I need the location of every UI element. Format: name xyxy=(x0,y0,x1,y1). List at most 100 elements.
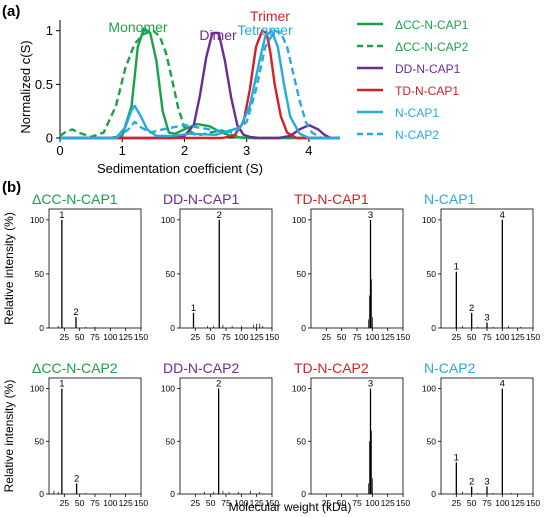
x-tick-label: 100 xyxy=(495,498,509,508)
x-tick-label: 25 xyxy=(452,498,462,508)
y-tick-label: 100 xyxy=(292,215,306,225)
x-tick-label: 125 xyxy=(511,498,525,508)
legend-label-2: DD-N-CAP1 xyxy=(395,62,461,76)
x-tick-label: 25 xyxy=(452,332,462,342)
x-tick-label: 75 xyxy=(482,332,492,342)
x-tick-label: 25 xyxy=(60,332,70,342)
peak-label-tetramer: Tetramer xyxy=(237,22,293,38)
x-tick-label: 50 xyxy=(467,498,477,508)
x-tick-label: 50 xyxy=(206,332,216,342)
x-tick-label: 75 xyxy=(221,498,231,508)
x-tick-label: 25 xyxy=(322,498,332,508)
x-tick-label: 100 xyxy=(365,332,379,342)
y-tick-label: 0 xyxy=(431,323,436,333)
x-tick-label: 125 xyxy=(250,498,264,508)
x-tick-label: 100 xyxy=(103,332,117,342)
x-tick-label: 150 xyxy=(526,332,540,342)
y-tick-label: 0.5 xyxy=(35,77,53,92)
spectrum-frame xyxy=(48,377,142,495)
x-tick-label: 3 xyxy=(243,143,250,158)
peak-number-label: 4 xyxy=(500,379,505,390)
x-tick-label: 125 xyxy=(511,332,525,342)
series-line-4 xyxy=(60,29,340,140)
x-tick-label: 125 xyxy=(250,332,264,342)
x-tick-label: 125 xyxy=(119,498,133,508)
y-tick-label: 50 xyxy=(35,436,45,446)
y-tick-label: 50 xyxy=(427,269,437,279)
peak-number-label: 3 xyxy=(484,477,489,488)
series-line-0 xyxy=(60,27,340,140)
x-tick-label: 150 xyxy=(265,498,279,508)
spectrum-frame xyxy=(179,377,273,495)
y-tick-label: 50 xyxy=(297,436,307,446)
panel-a-label: (a) xyxy=(2,3,20,20)
legend-label-1: ΔCC-N-CAP2 xyxy=(395,40,469,54)
x-tick-label: 150 xyxy=(265,332,279,342)
y-tick-label: 0 xyxy=(39,489,44,499)
legend-label-5: N-CAP2 xyxy=(395,128,439,142)
y-tick-label: 0 xyxy=(301,489,306,499)
y-tick-label: 100 xyxy=(30,384,44,394)
x-tick-label: 100 xyxy=(495,332,509,342)
series-line-1 xyxy=(59,29,340,140)
peak-number-label: 4 xyxy=(500,210,505,221)
peak-number-label: 2 xyxy=(73,307,78,318)
peak-number-label: 1 xyxy=(454,262,459,273)
y-tick-label: 0 xyxy=(301,323,306,333)
sedimentation-chart: 0 1 2 3 4 0 0.5 1 Sedimentation coefficient (S) N… xyxy=(18,8,469,176)
y-tick-label: 0 xyxy=(170,323,175,333)
x-tick-label: 125 xyxy=(119,332,133,342)
x-tick-label: 75 xyxy=(352,332,362,342)
y-tick-label: 50 xyxy=(166,436,176,446)
spectrum-frame xyxy=(310,377,404,495)
x-tick-label: 125 xyxy=(381,332,395,342)
y-tick-label: 100 xyxy=(30,215,44,225)
x-tick-label: 100 xyxy=(365,498,379,508)
legend-label-4: N-CAP1 xyxy=(395,106,439,120)
spectrum-frame xyxy=(48,208,142,329)
y-tick-label: 50 xyxy=(166,269,176,279)
spectrum-title: TD-N-CAP2 xyxy=(294,360,369,376)
peak-number-label: 2 xyxy=(217,210,222,221)
y-tick-label: 0 xyxy=(46,131,53,146)
peak-number-label: 2 xyxy=(74,473,79,484)
x-tick-label: 25 xyxy=(191,498,201,508)
x-tick-label: 150 xyxy=(526,498,540,508)
x-tick-label: 2 xyxy=(181,143,188,158)
peak-number-label: 1 xyxy=(191,303,196,314)
x-tick-label: 1 xyxy=(119,143,126,158)
y-tick-label: 50 xyxy=(427,436,437,446)
y-tick-label: 100 xyxy=(161,384,175,394)
spectrum-title: N-CAP1 xyxy=(424,191,476,207)
shared-x-axis-title: Molecular weight (kDa) xyxy=(229,500,352,514)
x-tick-label: 100 xyxy=(103,498,117,508)
x-tick-label: 50 xyxy=(75,498,85,508)
peak-number-label: 3 xyxy=(368,210,373,221)
y-tick-label: 100 xyxy=(292,384,306,394)
x-tick-label: 25 xyxy=(191,332,201,342)
peak-number-label: 1 xyxy=(59,379,64,390)
x-tick-label: 50 xyxy=(467,332,477,342)
peak-number-label: 2 xyxy=(469,477,474,488)
x-tick-label: 50 xyxy=(75,332,85,342)
spectrum-frame xyxy=(310,208,404,329)
legend-label-3: TD-N-CAP1 xyxy=(395,84,459,98)
x-tick-label: 75 xyxy=(221,332,231,342)
x-tick-label: 75 xyxy=(90,498,100,508)
spectrum-title: TD-N-CAP1 xyxy=(294,191,369,207)
series-line-3 xyxy=(60,29,340,140)
peak-label-trimer: Trimer xyxy=(250,8,290,24)
y-tick-label: 1 xyxy=(46,23,53,38)
peak-number-label: 3 xyxy=(484,313,489,324)
x-tick-label: 150 xyxy=(396,498,410,508)
spectrum-title: ΔCC-N-CAP1 xyxy=(32,191,118,207)
peak-number-label: 3 xyxy=(368,379,373,390)
x-tick-label: 125 xyxy=(381,498,395,508)
